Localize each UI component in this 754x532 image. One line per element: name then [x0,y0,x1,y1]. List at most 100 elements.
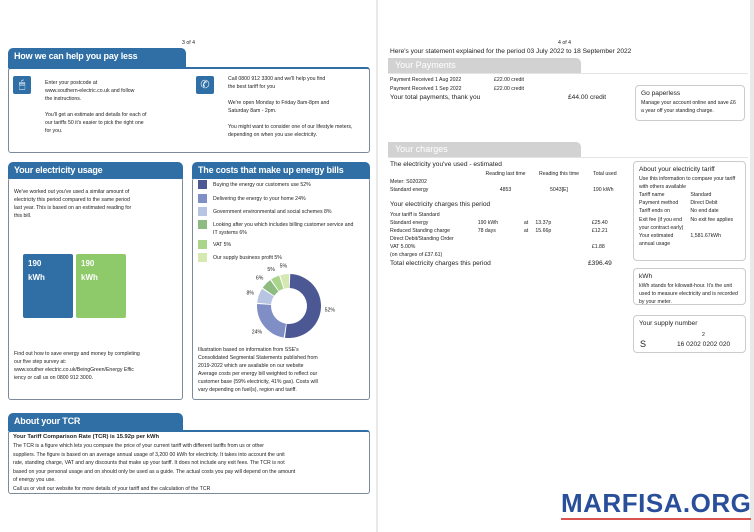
text-line: We're open Monday to Friday 8am-8pm and [228,100,330,107]
costs-title: The costs that make up energy bills [192,162,370,179]
usage-text: We've worked out you've used a similar a… [14,188,131,220]
donut-slice [284,274,322,338]
text-line: You might want to consider one of our li… [228,124,353,131]
legend-label: Government environmental and social sche… [213,209,332,215]
tariff-line: Your tariff is Standard [390,211,440,218]
donut-slice [262,280,279,296]
table-row: Payment method Direct Debit [639,200,718,207]
text-line [228,91,352,99]
text-line: You'll get an estimate and details for e… [45,112,147,119]
charges-total-label: Total electricity charges this period [390,260,491,267]
text-line: the best tariff for you [228,84,276,91]
tcr-heading: Your Tariff Comparison Rate (TCR) is 15.… [13,434,160,440]
meter-id: Meter: S020202 [390,179,427,186]
page-number: 3 of 4 [182,40,195,46]
kwh-box: kWh kWh stands for kilowatt-hour. It's t… [633,268,746,305]
text-line [228,115,352,123]
divider [388,157,748,158]
charges-period-title: Your electricity charges this period [390,201,491,209]
legend-label: VAT 5% [213,242,232,248]
table-row: Exit fee (if you end your contract early… [639,216,734,231]
legend-swatch [198,220,207,229]
donut-slice [257,303,287,338]
slice-label: 5% [280,263,288,269]
help-web-text: Enter your postcode at www.southern-elect… [45,79,146,135]
supply-top: 2 [702,332,705,338]
text-line: rate, standing charge, VAT and any disco… [13,460,285,467]
page-number: 4 of 4 [558,40,571,46]
text-line: for you. [45,128,63,135]
costs-box: Buying the energy our customers use 52% D… [192,178,370,400]
used-title: The electricity you've used - estimated [390,161,502,168]
text-line: Enter your postcode at [45,80,98,86]
donut-slice [257,288,274,305]
legend-label: Delivering the energy to your home 24% [213,196,306,202]
paperless-box: Go paperless Manage your account online … [635,85,745,121]
usage-bar-this-period: 190 kWh [23,254,73,318]
col-header: Reading this time [538,171,580,178]
legend-swatch [198,240,207,249]
slice-label: 24% [252,329,263,335]
charges-table: Standard energy 190 kWh at 13.37p £25.40 Redu… [390,219,630,259]
text-line: 2019-2022 which are available on our web… [198,363,304,370]
tariff-info-table: Tariff name Standard Payment method Direct … [639,191,740,247]
page-3: 3 of 4 How we can help you pay less 🖱 En… [0,0,376,532]
supply-s: S [640,339,647,349]
table-row: Standard energy 4853 5043[E] 190 kWh [390,187,614,194]
payment-amount: £22.00 credit [494,86,524,92]
help-title: How we can help you pay less [8,48,186,68]
text-line: our tariffs 50 it's easier to pick the r… [45,120,144,127]
table-row: (on charges of £37.61) [390,251,443,258]
text-line: electricity this period compared to the … [14,197,130,204]
legend-label: Looking after you which includes billing… [213,222,354,237]
payments-title: Your Payments [388,58,581,73]
help-phone-text: Call 0800 912 3300 and we'll help you fi… [228,75,352,140]
table-row: Direct Debit/Standing Order [390,235,454,242]
text-line: our five step survey at: [14,359,67,366]
text-line: iency or call us on 0800 912 3000. [14,375,94,382]
readings-table: Reading last time Reading this time Total … [390,170,630,194]
slice-label: 52% [325,307,336,313]
table-row: VAT 5.00% £1.88 [390,243,605,250]
text-line: customer base (59% electricity, 41% gas)… [198,379,318,386]
usage-box: We've worked out you've used a similar a… [8,178,183,400]
tariff-info-intro: Use this information to compare your tar… [639,176,736,191]
payment-row: Payment Received 1 Sep 2022 [390,86,462,92]
tariff-info-box: About your electricity tariff Use this i… [633,161,746,261]
text-line [45,103,146,111]
slice-label: 6% [256,275,264,281]
page-4: 4 of 4 Here's your statement explained f… [378,0,750,532]
costs-donut-chart: 52%24%8%6%5%5% [247,263,336,338]
text-line: vary depending on fuel(s), region and ta… [198,387,297,394]
table-row: Reduced Standing charge 78 days at 15.66p £1… [390,227,608,234]
text-line: The TCR is a figure which lets you compa… [13,443,265,449]
text-line: Call 0800 912 3300 and we'll help you fi… [228,76,326,82]
supply-title: Your supply number [639,320,698,327]
kwh-title: kWh [639,273,653,280]
legend-swatch [198,194,207,203]
tariff-info-title: About your electricity tariff [639,166,715,173]
supply-box: Your supply number S 2 16 0202 0202 020 [633,315,746,353]
usage-footer: Find out how to save energy and money by… [14,350,140,382]
table-row: Your estimated annual usage 1,581.67kWh [639,232,721,247]
kwh-text: kWh stands for kilowatt-hour. It's the u… [639,283,738,306]
text-line: based on your personal usage and on shou… [13,468,296,475]
text-line: this bill. [14,213,32,220]
supply-number: 16 0202 0202 020 [677,341,731,348]
text-line: Find out how to save energy and money by… [14,351,140,357]
payments-total-label: Your total payments, thank you [390,94,481,101]
phone-icon: ✆ [196,76,214,94]
watermark-logo: MARFISA.ORG [561,488,752,520]
legend-swatch [198,253,207,262]
text-line: Consolidated Segmental Statements publis… [198,355,318,362]
donut-slice [271,275,284,292]
mouse-icon: 🖱 [13,76,31,94]
tcr-box: Your Tariff Comparison Rate (TCR) is 15.… [8,430,370,494]
charges-section: The electricity you've used - estimated … [390,160,630,269]
tcr-text: The TCR is a figure which lets you compa… [13,442,295,493]
usage-bar-last-year: 190 kWh [76,254,126,318]
legend-swatch [198,180,207,189]
slice-label: 5% [267,267,275,273]
charges-title: Your charges [388,142,581,157]
payment-amount: £22.00 credit [494,77,524,83]
